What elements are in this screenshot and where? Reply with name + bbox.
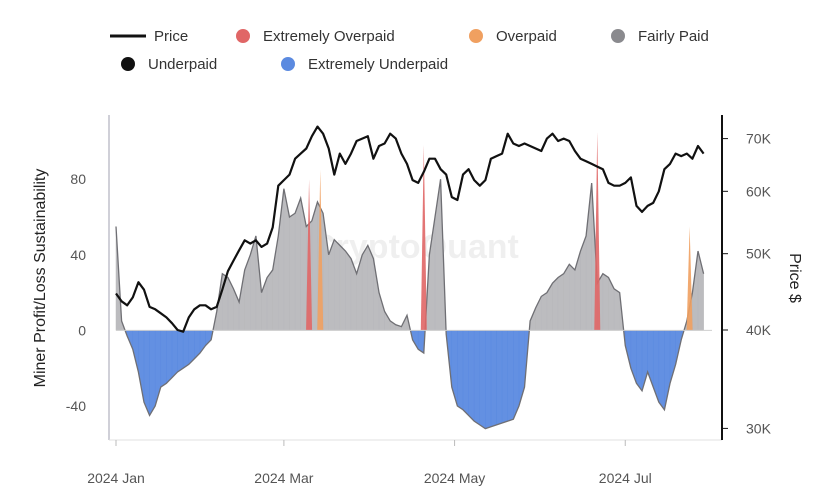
legend-item-extremely_overpaid: Extremely Overpaid bbox=[236, 28, 395, 45]
spike-extremely_overpaid bbox=[594, 132, 601, 331]
area-segment bbox=[541, 292, 548, 331]
area-segment bbox=[473, 330, 481, 426]
area-segment bbox=[462, 330, 469, 417]
legend-item-fairly_paid: Fairly Paid bbox=[611, 28, 709, 45]
legend-swatch-extremely_overpaid bbox=[236, 29, 250, 43]
y2-tick-label: 30K bbox=[746, 420, 772, 436]
legend-label-underpaid: Underpaid bbox=[148, 56, 217, 73]
area-segment bbox=[569, 263, 576, 331]
y2-axis-title: Price $ bbox=[786, 253, 803, 303]
area-segment bbox=[658, 330, 665, 411]
area-segment bbox=[608, 277, 615, 331]
y2-tick-label: 70K bbox=[746, 131, 772, 147]
y-tick-label: 0 bbox=[78, 322, 86, 338]
area-segment bbox=[496, 330, 503, 426]
area-segment bbox=[501, 330, 508, 424]
area-segment bbox=[602, 273, 609, 331]
y-tick-label: 80 bbox=[70, 171, 86, 187]
x-tick-label: 2024 Jan bbox=[87, 470, 145, 486]
area-segment bbox=[361, 244, 369, 331]
area-segment bbox=[652, 330, 660, 403]
legend-swatch-underpaid bbox=[121, 57, 135, 71]
area-segment bbox=[513, 330, 520, 420]
area-segment bbox=[479, 330, 486, 430]
area-segment bbox=[160, 330, 167, 388]
right-tick-labels: 70K 60K 50K 40K 30K bbox=[722, 131, 772, 436]
area-segment bbox=[311, 201, 318, 331]
price-line bbox=[115, 125, 705, 333]
area-segment bbox=[138, 330, 145, 403]
area-segment bbox=[373, 258, 380, 331]
area-segment bbox=[490, 330, 497, 428]
area-segment bbox=[425, 254, 430, 331]
y2-tick-label: 50K bbox=[746, 246, 772, 262]
area-segment bbox=[182, 330, 190, 369]
area-segment bbox=[485, 330, 492, 430]
area-segment bbox=[266, 269, 273, 331]
legend-item-price: Price bbox=[110, 28, 188, 45]
area-segment bbox=[557, 273, 564, 331]
x-tick-label: 2024 Mar bbox=[254, 470, 313, 486]
area-segment bbox=[613, 288, 620, 331]
spike-extremely_overpaid bbox=[306, 179, 313, 331]
legend-item-underpaid: Underpaid bbox=[121, 56, 217, 73]
legend-label-extremely_overpaid: Extremely Overpaid bbox=[263, 28, 395, 45]
y-axis-title: Miner Profit/Loss Sustainability bbox=[32, 169, 49, 388]
area-segment bbox=[294, 198, 301, 331]
area-segment bbox=[334, 239, 341, 331]
legend-label-fairly_paid: Fairly Paid bbox=[638, 28, 709, 45]
area-segment bbox=[177, 330, 184, 373]
area-segment bbox=[339, 244, 346, 331]
area-segment bbox=[300, 198, 307, 331]
area-segment bbox=[574, 250, 581, 331]
area-segment bbox=[227, 277, 234, 331]
y2-tick-label: 60K bbox=[746, 183, 772, 199]
spike-overpaid bbox=[317, 169, 324, 331]
area-segment bbox=[468, 330, 475, 422]
area-segment bbox=[507, 330, 514, 422]
x-tick-labels: 2024 Jan 2024 Mar 2024 May 2024 Jul bbox=[87, 440, 652, 486]
area-segment bbox=[457, 330, 464, 411]
area-segment bbox=[289, 212, 296, 331]
spike-extremely_overpaid bbox=[420, 145, 427, 331]
left-tick-labels: 80 40 0 -40 bbox=[66, 171, 86, 414]
legend-label-price: Price bbox=[154, 28, 188, 45]
area-segment bbox=[563, 263, 570, 331]
legend-swatch-extremely_underpaid bbox=[281, 57, 295, 71]
x-tick-label: 2024 Jul bbox=[599, 470, 652, 486]
legend-label-overpaid: Overpaid bbox=[496, 28, 557, 45]
x-tick-label: 2024 May bbox=[424, 470, 485, 486]
legend-swatch-overpaid bbox=[469, 29, 483, 43]
y2-tick-label: 40K bbox=[746, 322, 772, 338]
y-tick-label: -40 bbox=[66, 398, 86, 414]
legend-item-overpaid: Overpaid bbox=[469, 28, 557, 45]
area-segment bbox=[149, 330, 156, 417]
area-segment bbox=[350, 258, 357, 331]
spike-overpaid bbox=[686, 226, 693, 331]
legend: Price Extremely Overpaid Overpaid Fairly Pa… bbox=[110, 28, 709, 73]
area-segment bbox=[166, 330, 173, 384]
area-segment bbox=[412, 330, 419, 351]
plot-areas bbox=[115, 179, 705, 430]
legend-label-extremely_underpaid: Extremely Underpaid bbox=[308, 56, 448, 73]
legend-item-extremely_underpaid: Extremely Underpaid bbox=[281, 56, 448, 73]
area-segment bbox=[171, 330, 178, 379]
legend-swatch-fairly_paid bbox=[611, 29, 625, 43]
area-segment bbox=[636, 330, 643, 392]
y-tick-label: 40 bbox=[70, 247, 86, 263]
plot-spikes bbox=[306, 132, 693, 331]
sustainability-line bbox=[115, 179, 705, 430]
area-segment bbox=[384, 310, 391, 331]
area-segment bbox=[378, 292, 385, 331]
area-segment bbox=[552, 276, 559, 331]
area-segment bbox=[345, 250, 352, 331]
